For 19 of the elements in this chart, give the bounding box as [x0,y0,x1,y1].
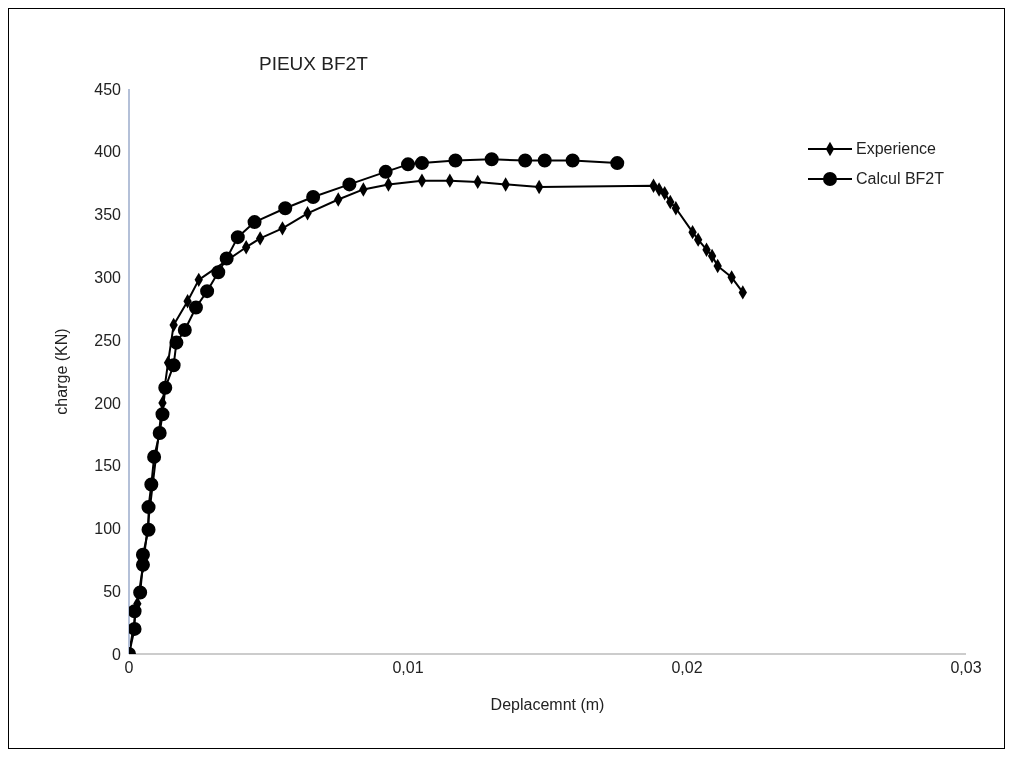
y-tick-label: 50 [103,582,122,600]
legend-label: Calcul BF2T [855,169,944,189]
x-axis-title: Deplacemnt (m) [490,696,605,713]
y-tick-label: 150 [94,457,122,475]
y-tick-label: 350 [94,206,122,224]
x-tick-label: 0,02 [671,659,703,677]
y-tick-label: 0 [112,645,122,663]
y-tick-label: 250 [94,331,122,349]
y-axis-title: charge (KN) [52,328,70,415]
legend-label: Experience [855,139,937,159]
x-tick-label: 0,03 [950,659,982,677]
x-tick-label: 0 [124,659,134,677]
y-tick-label: 400 [94,143,122,161]
y-tick-label: 200 [94,394,122,412]
y-tick-label: 450 [94,80,122,98]
y-tick-label: 300 [94,269,122,287]
y-tick-label: 100 [94,520,122,538]
x-tick-label: 0,01 [392,659,424,677]
chart-title: PIEUX BF2T [259,53,368,75]
